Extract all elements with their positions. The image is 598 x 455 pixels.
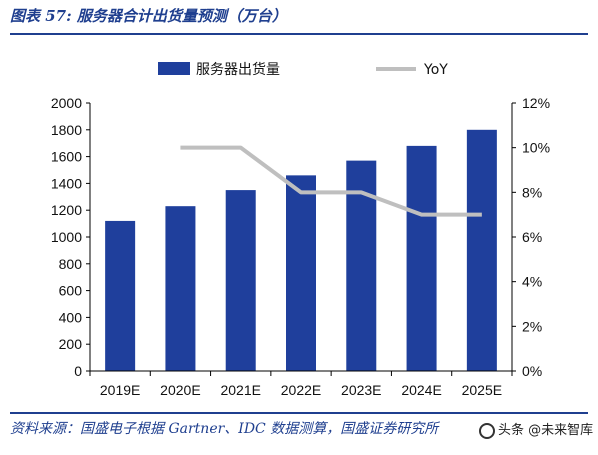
right-tick-label: 6% [522, 229, 542, 245]
right-tick-label: 10% [522, 140, 550, 156]
left-tick-label: 1000 [51, 229, 82, 245]
right-tick-label: 8% [522, 184, 542, 200]
x-axis: 2019E 2020E 2021E 2022E 2023E 2024E 2025E [89, 370, 513, 398]
watermark: 头条 @未来智库 [476, 418, 594, 444]
bar-2021E [225, 190, 256, 371]
left-tick-label: 800 [59, 256, 83, 272]
left-tick-label: 1200 [51, 202, 82, 218]
x-tick-label: 2021E [220, 382, 260, 398]
x-tick-label: 2025E [462, 382, 502, 398]
yoy-line [180, 145, 482, 217]
bar-2025E [466, 129, 497, 371]
right-tick-label: 2% [522, 318, 542, 334]
watermark-logo-icon [479, 423, 495, 439]
legend-label-shipments: 服务器出货量 [196, 61, 280, 78]
legend-swatch-bar [158, 62, 190, 75]
legend-label-yoy: YoY [423, 62, 448, 78]
bar-series [105, 129, 497, 371]
left-tick-label: 400 [59, 309, 83, 325]
bar-2022E [286, 175, 316, 371]
right-tick-label: 12% [522, 95, 550, 111]
left-y-axis: 0 200 400 600 800 1000 1200 1400 1600 1800 2000 [51, 95, 91, 379]
figure-title: 图表 57: 服务器合计出货量预测（万台） [10, 7, 287, 25]
x-tick-label: 2023E [341, 382, 381, 398]
right-tick-label: 0% [522, 363, 542, 379]
left-tick-label: 1400 [51, 175, 82, 191]
bar-2024E [406, 145, 437, 371]
x-tick-label: 2019E [100, 382, 140, 398]
right-y-axis: 0% 2% 4% 6% 8% 10% 12% [511, 95, 550, 379]
source-note: 资料来源：国盛电子根据 Gartner、IDC 数据测算，国盛证券研究所 [10, 421, 439, 437]
right-tick-label: 4% [522, 274, 542, 290]
legend: 服务器出货量 YoY [158, 61, 448, 78]
x-tick-label: 2022E [281, 382, 321, 398]
title-divider [10, 33, 588, 35]
left-tick-label: 2000 [51, 95, 82, 111]
yoy-line-series [180, 145, 482, 217]
source-divider [10, 412, 588, 414]
left-tick-label: 0 [74, 363, 82, 379]
bar-2019E [105, 220, 136, 371]
left-tick-label: 1600 [51, 149, 82, 165]
x-tick-label: 2020E [160, 382, 200, 398]
x-tick-label: 2024E [401, 382, 441, 398]
left-tick-label: 600 [59, 283, 83, 299]
left-tick-label: 200 [59, 336, 83, 352]
watermark-text: 头条 @未来智库 [498, 423, 594, 438]
bar-2020E [165, 206, 196, 371]
left-tick-label: 1800 [51, 122, 82, 138]
